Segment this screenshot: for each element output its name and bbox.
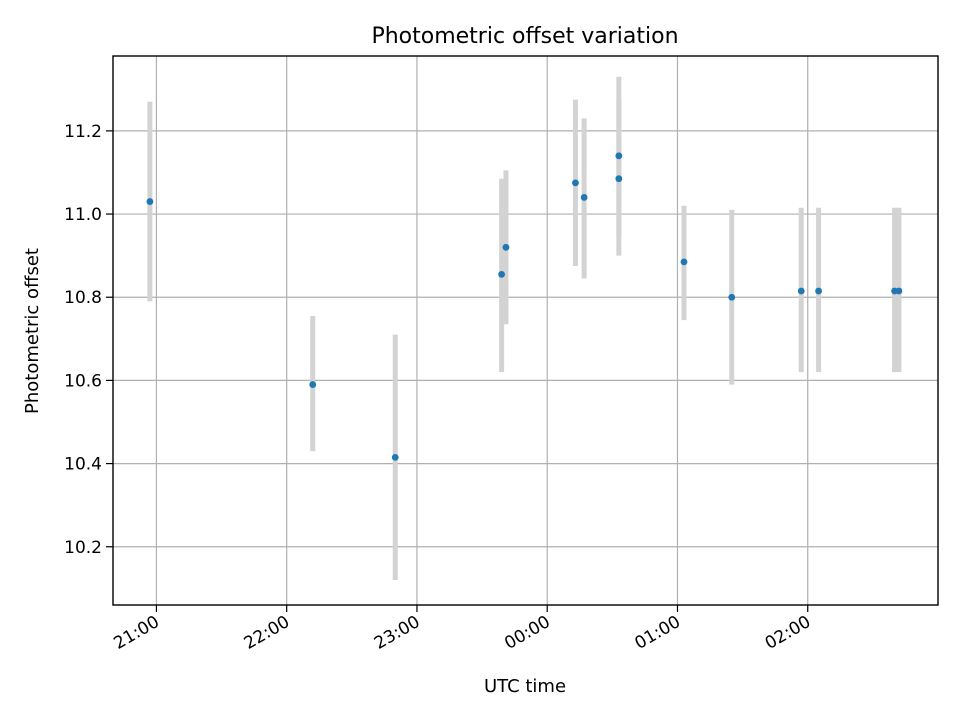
data-point [895, 287, 903, 295]
data-point [498, 270, 506, 278]
y-tick-label: 11.0 [64, 205, 102, 225]
data-point [502, 243, 510, 251]
y-tick-label: 10.6 [64, 371, 102, 391]
data-point [391, 453, 399, 461]
data-point [728, 293, 736, 301]
chart-title: Photometric offset variation [371, 24, 678, 49]
data-point [797, 287, 805, 295]
data-point [680, 258, 688, 266]
data-point [615, 175, 623, 183]
y-axis-label: Photometric offset [22, 248, 43, 414]
plot-frame [112, 55, 939, 606]
data-point [815, 287, 822, 295]
data-point [146, 198, 154, 205]
y-tick-label: 10.8 [64, 288, 102, 308]
y-tick-label: 11.2 [64, 122, 102, 142]
data-point [309, 381, 317, 388]
y-tick-label: 10.2 [64, 538, 102, 558]
y-axis-ticks: 10.2 10.4 10.6 10.8 11.0 11.2 [64, 122, 113, 558]
data-point [572, 179, 579, 187]
x-axis-label: UTC time [484, 676, 566, 697]
data-points [146, 152, 903, 461]
y-tick-label: 10.4 [64, 455, 102, 475]
data-point [580, 194, 588, 201]
data-point [615, 152, 623, 160]
